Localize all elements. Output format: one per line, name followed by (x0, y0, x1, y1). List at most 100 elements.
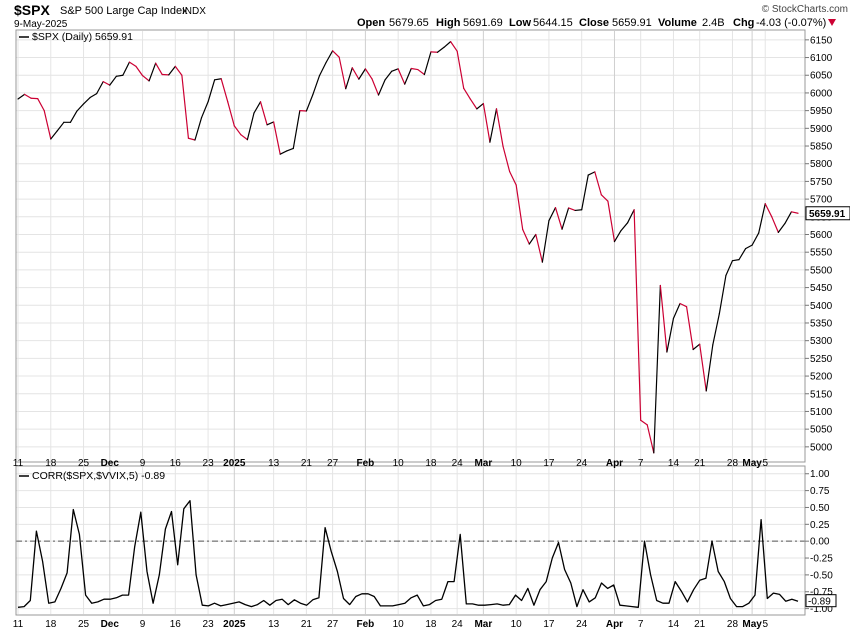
price-line-segment (259, 101, 268, 126)
corr-y-tick-label: -0.50 (810, 570, 833, 581)
price-line-segment (377, 79, 386, 96)
price-line-segment (292, 110, 301, 150)
price-line-segment (332, 50, 340, 58)
price-line-segment (508, 170, 517, 186)
price-line-segment (358, 68, 366, 80)
price-y-tick-label: 6000 (810, 88, 833, 99)
price-line-segment (607, 200, 616, 243)
corr-x-tick-label: 5 (762, 619, 768, 630)
corr-series (17, 500, 799, 608)
price-y-tick-label: 5550 (810, 248, 833, 259)
price-y-tick-label: 5300 (810, 336, 833, 347)
price-line-segment (273, 121, 281, 155)
corr-x-tick-label: Feb (357, 619, 375, 630)
price-y-tick-label: 5350 (810, 318, 833, 329)
price-line-segment (567, 207, 576, 212)
corr-x-tick-label: 7 (638, 619, 644, 630)
price-x-tick-label: 13 (268, 458, 280, 469)
price-line-segment (240, 134, 249, 141)
price-x-tick-label: 11 (13, 458, 24, 469)
volume-label: Volume (658, 17, 697, 29)
price-line-segment (135, 65, 144, 77)
price-line-segment (594, 171, 602, 196)
corr-legend-label: CORR($SPX,$VVIX,5) -0.89 (32, 470, 165, 482)
corr-x-tick-label: Dec (101, 619, 120, 630)
price-line-segment (502, 145, 511, 173)
corr-y-tick-label: -0.75 (810, 587, 833, 598)
price-line-segment (515, 184, 524, 231)
corr-x-tick-label: Apr (606, 619, 623, 630)
price-line-segment (220, 78, 229, 103)
chart-header: $SPX S&P 500 Large Cap Index INDX 9-May-… (14, 2, 848, 30)
price-y-tick-label: 5950 (810, 106, 833, 117)
price-y-tick-label: 5800 (810, 159, 833, 170)
price-line-segment (712, 313, 720, 346)
price-line-segment (790, 211, 799, 214)
price-line-segment (417, 68, 425, 76)
price-line-segment (102, 81, 111, 86)
price-y-tick-label: 5000 (810, 442, 833, 453)
price-line-segment (692, 343, 701, 351)
security-name: S&P 500 Large Cap Index (60, 5, 188, 17)
price-panel-border (15, 29, 806, 463)
price-line-segment (364, 68, 373, 80)
price-x-tick-label: 7 (638, 458, 644, 469)
price-line-segment (141, 74, 150, 82)
corr-x-tick-label: 21 (301, 619, 313, 630)
price-x-tick-label: 2025 (223, 458, 246, 469)
chart-date: 9-May-2025 (14, 19, 68, 30)
price-y-tick-label: 6050 (810, 71, 833, 82)
high-value: 5691.69 (463, 17, 503, 29)
price-line-segment (338, 56, 347, 90)
low-label: Low (509, 17, 531, 29)
price-x-tick-label: Mar (474, 458, 492, 469)
price-last-value-box (805, 206, 850, 221)
price-line-segment (155, 62, 163, 76)
corr-x-tick-label: 23 (203, 619, 215, 630)
price-line-segment (672, 302, 681, 319)
high-label: High (436, 17, 461, 29)
price-line-segment (495, 108, 504, 147)
corr-y-tick-label: 0.50 (810, 503, 830, 514)
corr-x-tick-label: 21 (694, 619, 706, 630)
price-x-tick-label: 17 (543, 458, 555, 469)
price-line-segment (371, 78, 380, 96)
price-line-segment (168, 65, 176, 76)
price-y-tick-label: 5400 (810, 301, 833, 312)
price-y-tick-label: 5900 (810, 124, 833, 135)
price-line-segment (69, 110, 78, 123)
price-line-segment (423, 51, 432, 76)
price-line-segment (600, 194, 609, 202)
price-line-segment (554, 207, 563, 230)
change-down-arrow-icon (828, 19, 836, 26)
price-x-tick-label: 25 (78, 458, 90, 469)
corr-x-tick-label: 24 (452, 619, 464, 630)
symbol: $SPX (14, 2, 50, 18)
price-legend-label: $SPX (Daily) 5659.91 (32, 31, 133, 43)
price-line-segment (345, 67, 353, 90)
close-value: 5659.91 (612, 17, 652, 29)
corr-x-tick-label: 27 (327, 619, 339, 630)
price-line-segment (718, 274, 727, 315)
price-line-segment (456, 50, 465, 89)
price-x-tick-label: Feb (357, 458, 375, 469)
price-line-segment (404, 67, 412, 85)
price-line-segment (279, 150, 288, 155)
corr-x-tick-label: 10 (511, 619, 523, 630)
price-line-segment (620, 222, 629, 232)
price-legend: $SPX (Daily) 5659.91 (19, 31, 133, 43)
price-x-tick-label: 21 (694, 458, 706, 469)
price-line-segment (731, 259, 740, 262)
price-line-segment (227, 101, 235, 127)
price-line-segment (489, 108, 498, 143)
corr-x-tick-label: 13 (268, 619, 280, 630)
corr-y-tick-label: 0.25 (810, 520, 830, 531)
price-line-segment (587, 171, 596, 176)
corr-panel-border (15, 465, 806, 616)
price-y-tick-label: 5600 (810, 230, 833, 241)
corr-panel-grid (16, 467, 805, 614)
corr-x-tick-label: 18 (425, 619, 437, 630)
volume-value: 2.4B (702, 17, 725, 29)
corr-y-axis: 1.00 0.75 0.50 0.25 0.00 -0.25 -0.50 -0.75 -1.00 (805, 469, 833, 615)
price-line-segment (784, 211, 793, 225)
